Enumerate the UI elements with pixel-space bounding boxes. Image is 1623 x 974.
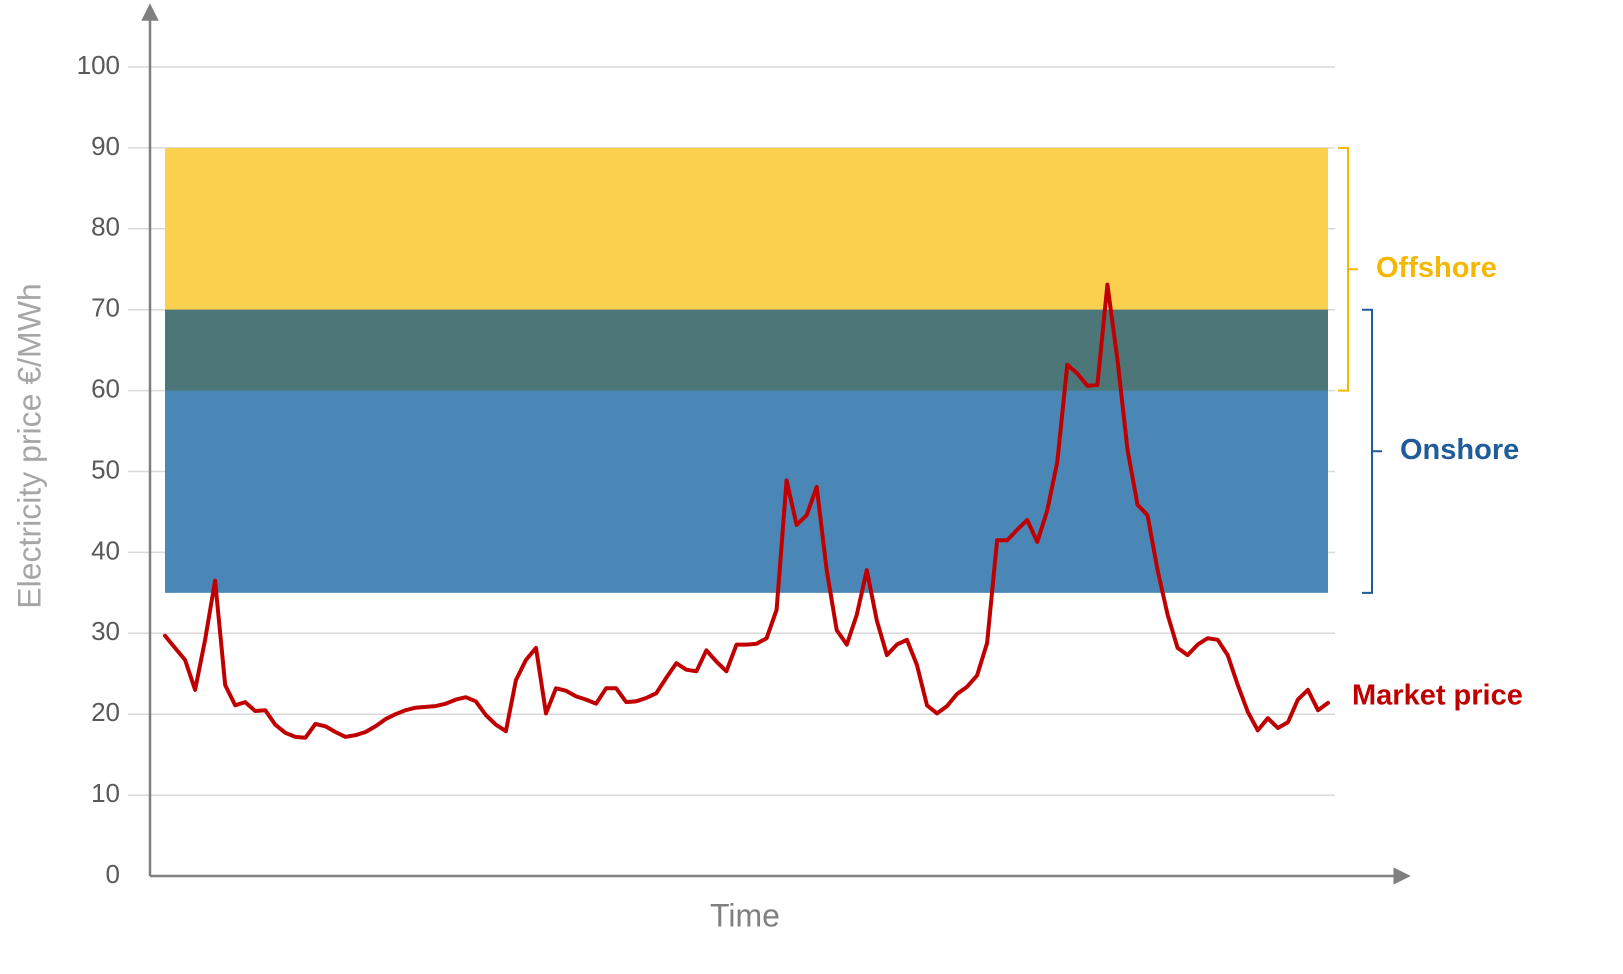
tick-labels: 0 10 20 30 40 50 60 70 80 90 100 [77,50,120,889]
lines [163,282,1330,740]
y-tick-label: 60 [91,373,120,403]
price-line [163,282,1330,740]
band-overlap [165,309,1328,391]
bands [165,147,1328,593]
band-label: Offshore [1376,252,1497,284]
y-tick-label: 80 [91,212,120,242]
y-tick-label: 20 [91,697,120,727]
y-axis-title: Electricity price €/MWh [11,283,47,608]
series-label: Market price [1352,680,1523,712]
band-label: Onshore [1400,434,1519,466]
x-axis-title: Time [710,897,780,933]
y-tick-label: 10 [91,778,120,808]
y-tick-label: 90 [91,131,120,161]
y-tick-label: 30 [91,616,120,646]
y-tick-label: 50 [91,454,120,484]
y-tick-label: 40 [91,535,120,565]
bracket [1338,146,1358,392]
bracket [1362,308,1382,594]
y-tick-label: 70 [91,293,120,323]
y-tick-label: 0 [106,859,120,889]
y-tick-label: 100 [77,50,120,80]
labels: Offshore Onshore Market price [1338,146,1523,712]
